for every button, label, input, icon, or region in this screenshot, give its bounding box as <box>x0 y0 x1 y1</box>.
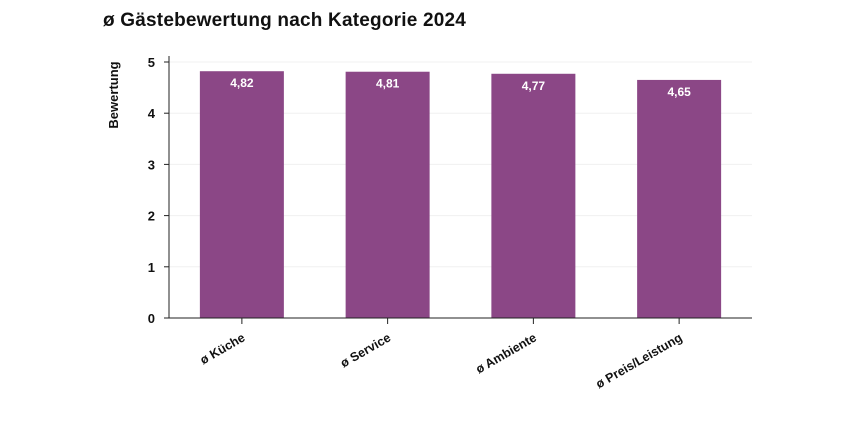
y-tick-label: 5 <box>148 55 155 70</box>
x-tick-label: ø Service <box>338 330 393 370</box>
y-tick-label: 1 <box>148 260 155 275</box>
bar <box>199 71 284 318</box>
bar-value-label: 4,65 <box>667 85 691 99</box>
x-tick-label: ø Ambiente <box>473 330 539 376</box>
bar-value-label: 4,77 <box>522 79 546 93</box>
bars <box>199 71 722 318</box>
y-tick-labels: 0 1 2 3 4 5 <box>148 55 156 326</box>
x-tick-label: ø Preis/Leistung <box>593 330 684 391</box>
chart-title: ø Gästebewertung nach Kategorie 2024 <box>103 10 467 31</box>
bar <box>345 71 430 318</box>
bar-value-label: 4,81 <box>376 77 400 91</box>
axes <box>164 56 752 324</box>
bar <box>637 79 722 318</box>
y-tick-label: 3 <box>148 157 155 172</box>
bar-value-labels: 4,82 4,81 4,77 4,65 <box>230 76 691 99</box>
x-tick-label: ø Küche <box>198 330 248 367</box>
y-axis-label: Bewertung <box>106 61 121 128</box>
x-tick-labels: ø Küche ø Service ø Ambiente ø Preis/Leistu… <box>198 330 685 391</box>
y-tick-label: 0 <box>148 311 155 326</box>
bar <box>491 73 576 318</box>
y-tick-label: 2 <box>148 209 155 224</box>
y-tick-label: 4 <box>148 106 156 121</box>
bar-value-label: 4,82 <box>230 76 254 90</box>
